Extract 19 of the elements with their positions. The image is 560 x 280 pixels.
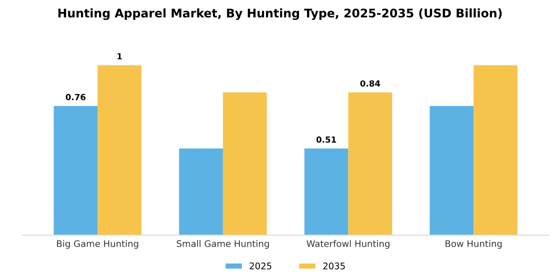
x-tick-label: Waterfowl Hunting — [306, 240, 390, 249]
data-label: 0.51 — [316, 136, 336, 143]
bar — [98, 65, 142, 236]
legend-label: 2035 — [323, 262, 345, 270]
data-label: 0.76 — [66, 94, 86, 100]
bar — [222, 92, 267, 236]
bar — [179, 148, 223, 236]
data-label: 0.84 — [360, 80, 380, 87]
bar — [348, 92, 392, 236]
bar — [474, 65, 518, 236]
bar — [304, 148, 348, 236]
legend-label: 2025 — [250, 262, 272, 270]
x-tick-label: Small Game Hunting — [176, 240, 269, 249]
data-label: 1 — [118, 53, 122, 60]
chart-title: Hunting Apparel Market, By Hunting Type, 2025-2035 (USD Billion) — [58, 8, 502, 20]
bar — [430, 106, 474, 236]
bar — [54, 106, 98, 236]
x-tick-label: Big Game Hunting — [57, 240, 138, 249]
x-tick-label: Bow Hunting — [446, 240, 502, 249]
